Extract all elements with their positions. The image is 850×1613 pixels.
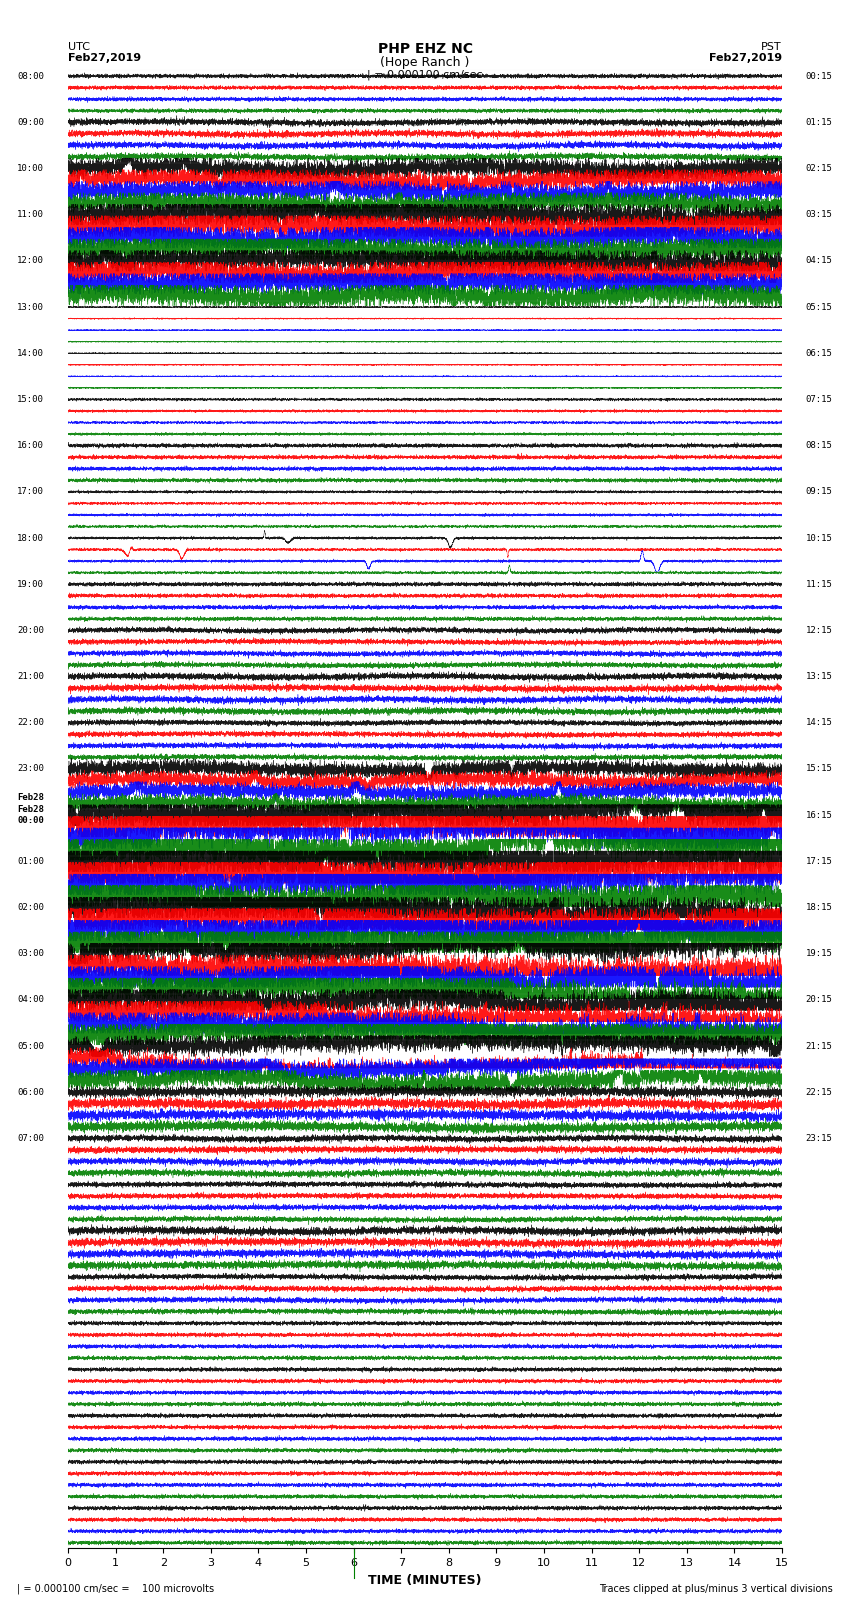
Text: 01:00: 01:00 xyxy=(17,857,44,866)
Text: Feb28
00:00: Feb28 00:00 xyxy=(17,805,44,824)
Text: 23:00: 23:00 xyxy=(17,765,44,774)
Text: | = 0.000100 cm/sec =    100 microvolts: | = 0.000100 cm/sec = 100 microvolts xyxy=(17,1582,214,1594)
Text: 11:15: 11:15 xyxy=(806,579,833,589)
Text: 03:00: 03:00 xyxy=(17,948,44,958)
Text: 18:15: 18:15 xyxy=(806,903,833,911)
Text: 13:15: 13:15 xyxy=(806,673,833,681)
Text: 02:15: 02:15 xyxy=(806,165,833,173)
Text: PST: PST xyxy=(762,42,782,52)
Text: 20:00: 20:00 xyxy=(17,626,44,636)
Text: 06:00: 06:00 xyxy=(17,1087,44,1097)
Text: 16:00: 16:00 xyxy=(17,440,44,450)
Text: Feb27,2019: Feb27,2019 xyxy=(709,53,782,63)
Text: 19:15: 19:15 xyxy=(806,948,833,958)
Text: 17:15: 17:15 xyxy=(806,857,833,866)
Text: Feb28: Feb28 xyxy=(17,794,44,802)
Text: UTC: UTC xyxy=(68,42,90,52)
Text: 14:15: 14:15 xyxy=(806,718,833,727)
Text: 20:15: 20:15 xyxy=(806,995,833,1005)
Text: 11:00: 11:00 xyxy=(17,210,44,219)
Text: 19:00: 19:00 xyxy=(17,579,44,589)
Text: 09:00: 09:00 xyxy=(17,118,44,127)
Text: Traces clipped at plus/minus 3 vertical divisions: Traces clipped at plus/minus 3 vertical … xyxy=(599,1584,833,1594)
Text: 07:00: 07:00 xyxy=(17,1134,44,1144)
Text: 04:00: 04:00 xyxy=(17,995,44,1005)
Text: 17:00: 17:00 xyxy=(17,487,44,497)
Text: PHP EHZ NC: PHP EHZ NC xyxy=(377,42,473,56)
Text: (Hope Ranch ): (Hope Ranch ) xyxy=(380,56,470,69)
Text: 10:15: 10:15 xyxy=(806,534,833,542)
Text: 05:00: 05:00 xyxy=(17,1042,44,1050)
Text: 00:15: 00:15 xyxy=(806,71,833,81)
X-axis label: TIME (MINUTES): TIME (MINUTES) xyxy=(368,1574,482,1587)
Text: 16:15: 16:15 xyxy=(806,811,833,819)
Text: Feb27,2019: Feb27,2019 xyxy=(68,53,141,63)
Text: 18:00: 18:00 xyxy=(17,534,44,542)
Text: 06:15: 06:15 xyxy=(806,348,833,358)
Text: 23:15: 23:15 xyxy=(806,1134,833,1144)
Text: 22:15: 22:15 xyxy=(806,1087,833,1097)
Text: 21:15: 21:15 xyxy=(806,1042,833,1050)
Text: 21:00: 21:00 xyxy=(17,673,44,681)
Text: 12:00: 12:00 xyxy=(17,256,44,266)
Text: 15:00: 15:00 xyxy=(17,395,44,403)
Text: 01:15: 01:15 xyxy=(806,118,833,127)
Text: 22:00: 22:00 xyxy=(17,718,44,727)
Text: 08:00: 08:00 xyxy=(17,71,44,81)
Text: 03:15: 03:15 xyxy=(806,210,833,219)
Text: 08:15: 08:15 xyxy=(806,440,833,450)
Text: 13:00: 13:00 xyxy=(17,303,44,311)
Text: 04:15: 04:15 xyxy=(806,256,833,266)
Text: 10:00: 10:00 xyxy=(17,165,44,173)
Text: 12:15: 12:15 xyxy=(806,626,833,636)
Text: | = 0.000100 cm/sec: | = 0.000100 cm/sec xyxy=(367,69,483,81)
Text: 14:00: 14:00 xyxy=(17,348,44,358)
Text: 09:15: 09:15 xyxy=(806,487,833,497)
Text: 07:15: 07:15 xyxy=(806,395,833,403)
Text: 15:15: 15:15 xyxy=(806,765,833,774)
Text: 02:00: 02:00 xyxy=(17,903,44,911)
Text: 05:15: 05:15 xyxy=(806,303,833,311)
